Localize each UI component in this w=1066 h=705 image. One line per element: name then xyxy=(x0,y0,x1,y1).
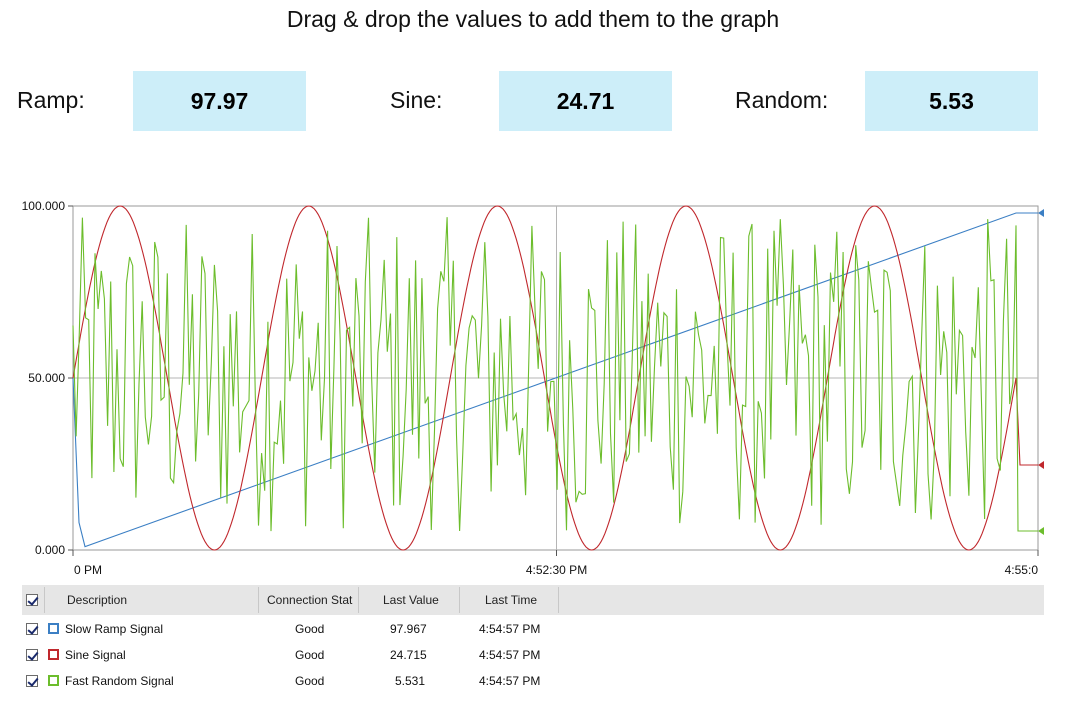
instruction-title: Drag & drop the values to add them to th… xyxy=(286,6,780,32)
series-end-marker xyxy=(1038,208,1044,217)
series-last-value: 5.531 xyxy=(395,674,426,688)
x-tick-label: 4:55:0 xyxy=(1005,563,1039,577)
column-separator xyxy=(459,587,460,613)
ramp-label: Ramp: xyxy=(17,87,85,113)
chart-grid xyxy=(72,205,1039,556)
sine-label: Sine: xyxy=(390,87,443,113)
legend-row-random[interactable]: Fast Random Signal Good 5.531 4:54:57 PM xyxy=(22,668,1044,694)
random-value-tile[interactable]: 5.53 xyxy=(865,71,1038,131)
series-last-time: 4:54:57 PM xyxy=(479,622,541,636)
random-label: Random: xyxy=(735,87,829,113)
series-line-ramp xyxy=(72,212,1038,548)
column-separator xyxy=(358,587,359,613)
series-visible-checkbox[interactable] xyxy=(26,649,38,661)
series-last-value: 97.967 xyxy=(390,622,427,636)
legend-table: Description Connection Stat Last Value L… xyxy=(22,585,1044,703)
legend-row-sine[interactable]: Sine Signal Good 24.715 4:54:57 PM xyxy=(22,642,1044,668)
column-separator xyxy=(44,587,45,613)
series-color-swatch xyxy=(48,649,59,660)
column-last-time[interactable]: Last Time xyxy=(485,593,538,607)
y-tick-label: 0.000 xyxy=(35,543,65,557)
series-last-time: 4:54:57 PM xyxy=(479,648,541,662)
series-line-random xyxy=(72,217,1038,532)
x-tick-label: 0 PM xyxy=(74,563,102,577)
series-color-swatch xyxy=(48,623,59,634)
column-last-value[interactable]: Last Value xyxy=(383,593,439,607)
chart-series xyxy=(72,205,1044,551)
column-separator xyxy=(258,587,259,613)
series-visible-checkbox[interactable] xyxy=(26,675,38,687)
chart-axes: 100.000 50.000 0.000 0 PM 4:52:30 PM 4:55:0 xyxy=(22,199,1039,577)
series-status: Good xyxy=(295,674,325,688)
column-description[interactable]: Description xyxy=(67,593,128,607)
x-tick-label: 4:52:30 PM xyxy=(526,563,587,577)
trend-chart[interactable]: 100.000 50.000 0.000 0 PM 4:52:30 PM 4:55:0 xyxy=(0,0,1066,585)
y-tick-label: 50.000 xyxy=(28,371,65,385)
series-visible-checkbox[interactable] xyxy=(26,623,38,635)
series-description: Sine Signal xyxy=(65,648,126,662)
series-color-swatch xyxy=(48,675,59,686)
legend-row-ramp[interactable]: Slow Ramp Signal Good 97.967 4:54:57 PM xyxy=(22,616,1044,642)
series-status: Good xyxy=(295,648,325,662)
series-status: Good xyxy=(295,622,325,636)
series-description: Fast Random Signal xyxy=(65,674,174,688)
legend-header: Description Connection Stat Last Value L… xyxy=(22,585,1044,615)
series-description: Slow Ramp Signal xyxy=(65,622,164,636)
series-end-marker xyxy=(1038,526,1044,535)
sine-value-tile[interactable]: 24.71 xyxy=(499,71,672,131)
series-last-time: 4:54:57 PM xyxy=(479,674,541,688)
select-all-checkbox[interactable] xyxy=(26,594,38,606)
column-connection-status[interactable]: Connection Stat xyxy=(267,593,353,607)
value-panel: Ramp: 97.97 Sine: 24.71 Random: 5.53 xyxy=(0,71,1066,133)
column-separator xyxy=(558,587,559,613)
y-tick-label: 100.000 xyxy=(22,199,66,213)
series-end-marker xyxy=(1038,460,1044,469)
ramp-value-tile[interactable]: 97.97 xyxy=(133,71,306,131)
series-last-value: 24.715 xyxy=(390,648,427,662)
